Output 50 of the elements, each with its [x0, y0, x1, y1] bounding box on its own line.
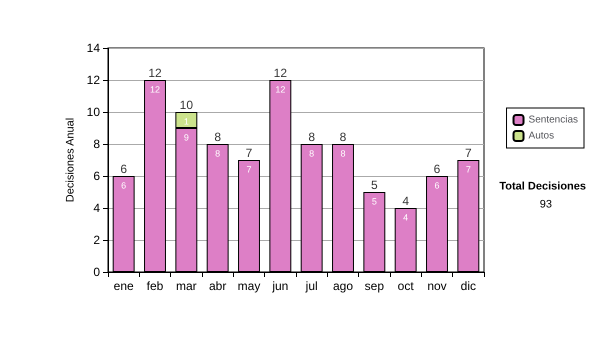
data-label: 12: [275, 84, 286, 94]
legend-label: Sentencias: [528, 114, 578, 126]
total-label: 10: [180, 98, 194, 112]
total-label: 5: [370, 178, 378, 192]
data-label: 6: [121, 180, 126, 190]
total-label: 6: [120, 162, 128, 176]
x-tick-label: jul: [304, 279, 318, 293]
x-tick-label: may: [238, 279, 260, 293]
text: Total Decisiones: [499, 180, 586, 192]
data-label: 7: [466, 164, 471, 174]
x-tick-label: oct: [398, 279, 414, 293]
legend-label: Autos: [528, 130, 554, 142]
data-label: 8: [215, 148, 220, 158]
x-tick-label: mar: [176, 279, 197, 293]
data-label: 8: [340, 148, 346, 158]
data-label: 4: [403, 212, 408, 222]
data-label: 7: [246, 164, 252, 174]
total-label: 8: [308, 130, 316, 144]
data-label: 6: [434, 180, 440, 190]
y-tick-label: 2: [93, 233, 100, 247]
data-label: 1: [184, 116, 189, 126]
x-tick-label: nov: [427, 279, 447, 293]
y-tick-label: 0: [93, 265, 100, 279]
total-label: 4: [402, 194, 410, 208]
total-label: 7: [464, 146, 472, 160]
x-tick-label: ago: [332, 279, 354, 293]
data-label: 8: [309, 148, 314, 158]
total-label: 8: [340, 130, 347, 144]
y-axis-title: Decisiones Anual: [64, 118, 76, 202]
total-label: 6: [434, 162, 441, 176]
data-label: 12: [150, 84, 160, 94]
x-tick-label: dic: [460, 279, 476, 293]
total-label: 12: [274, 66, 288, 80]
y-tick-label: 10: [86, 105, 100, 119]
data-label: 5: [372, 196, 377, 206]
text: 93: [540, 198, 552, 210]
x-tick-label: sep: [364, 279, 384, 293]
y-tick-label: 6: [93, 169, 100, 183]
y-tick-label: 8: [93, 137, 100, 151]
y-tick-label: 14: [86, 41, 100, 55]
data-label: 9: [184, 132, 189, 142]
x-tick-label: feb: [146, 279, 164, 293]
total-label: 7: [246, 146, 253, 160]
y-tick-label: 12: [86, 73, 100, 87]
total-label: 12: [148, 66, 162, 80]
x-tick-label: abr: [208, 279, 226, 293]
total-label: 8: [214, 130, 222, 144]
x-tick-label: jun: [271, 279, 288, 293]
x-tick-label: ene: [114, 279, 134, 293]
y-tick-label: 4: [93, 201, 100, 215]
